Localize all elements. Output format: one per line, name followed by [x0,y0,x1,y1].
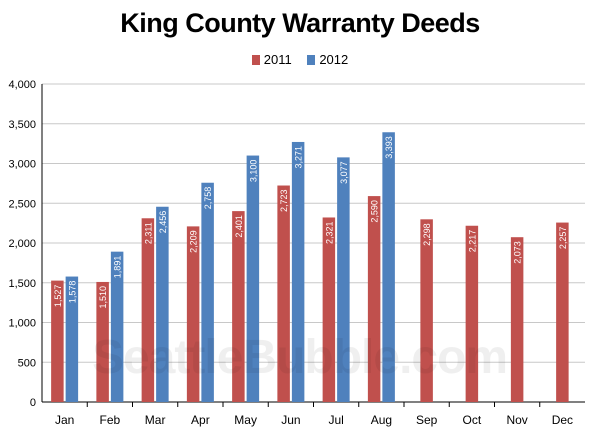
x-tick-label: Nov [506,413,527,427]
legend-swatch-2012 [307,55,316,65]
legend-label-2012: 2012 [319,52,349,67]
bar-2011-mar [141,218,155,402]
data-label: 2,456 [158,211,168,234]
data-label: 2,401 [234,215,244,238]
bar-2011-jun [277,185,290,402]
y-tick-label: 2,500 [8,198,36,210]
data-label: 2,257 [558,227,568,250]
bar-2012-aug [382,132,395,402]
bar-2012-jan [65,276,79,402]
chart-title: King County Warranty Deeds [120,8,480,38]
data-label: 2,073 [513,241,523,264]
bar-2011-sep [420,219,433,402]
legend-swatch-2011 [251,55,260,65]
bar-2011-oct [465,225,479,402]
data-label: 2,298 [422,223,432,246]
y-tick-label: 4,000 [8,79,36,91]
bar-2012-mar [156,206,169,402]
data-label: 2,321 [324,221,334,244]
legend: 2011 2012 [0,52,600,67]
data-label: 2,723 [279,190,289,213]
x-tick-label: Mar [145,413,166,427]
watermark-logo: SeattleBubble.com [92,331,508,384]
data-label: 3,393 [384,136,394,159]
x-tick-label: Jun [281,413,300,427]
bar-2011-feb [96,281,109,402]
x-tick-label: Apr [191,413,210,427]
x-tick-label: Sep [416,413,438,427]
y-tick-label: 0 [30,397,36,409]
bar-2011-nov [510,237,524,402]
bar-2012-may [246,155,260,402]
data-label: 1,578 [67,281,77,304]
bar-2012-feb [110,251,124,402]
x-tick-label: May [234,413,257,427]
bar-2011-jul [322,217,336,402]
data-label: 1,527 [53,285,63,308]
bar-2011-apr [186,226,200,402]
x-tick-label: Aug [371,413,392,427]
y-tick-label: 1,000 [8,318,36,330]
bar-2012-jul [337,157,350,402]
data-label: 3,077 [339,161,349,184]
bar-2012-apr [201,182,214,402]
y-tick-label: 3,000 [8,159,36,171]
data-label: 1,891 [113,256,123,279]
x-tick-label: Jul [328,413,343,427]
data-label: 2,758 [203,187,213,210]
y-tick-label: 1,500 [8,278,36,290]
bar-2012-jun [291,141,305,402]
y-tick-label: 2,000 [8,238,36,250]
y-tick-label: 3,500 [8,119,36,131]
bar-2011-jan [51,280,64,402]
data-label: 3,100 [248,160,258,183]
data-label: 2,311 [143,222,153,244]
data-label: 3,271 [294,146,304,169]
y-tick-label: 500 [18,357,36,369]
bar-2011-may [232,211,245,402]
data-label: 1,510 [98,286,108,309]
bar-2011-dec [556,222,569,402]
bar-2011-aug [367,196,381,402]
legend-entry-2011: 2011 [251,52,292,67]
data-label: 2,590 [370,200,380,223]
x-tick-label: Oct [463,413,482,427]
data-label: 2,209 [189,230,199,253]
legend-entry-2012: 2012 [307,52,348,67]
legend-label-2011: 2011 [263,52,292,67]
x-tick-label: Feb [100,413,121,427]
x-tick-label: Dec [552,413,573,427]
data-label: 2,217 [467,230,477,253]
x-tick-label: Jan [55,413,74,427]
